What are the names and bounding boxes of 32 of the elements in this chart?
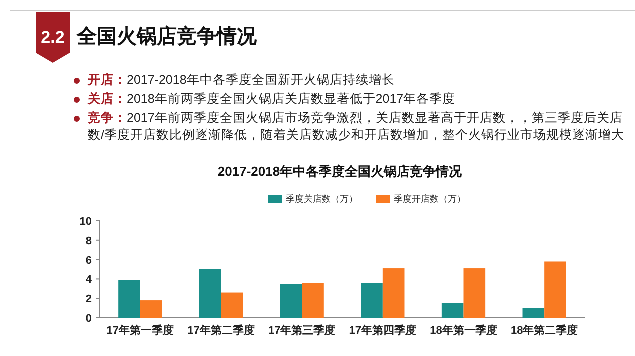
bar: [464, 268, 486, 318]
y-tick-label: 0: [86, 313, 92, 325]
y-tick-label: 2: [86, 294, 92, 306]
text: 竞争：2017年前两季度全国火锅店市场竞争激烈，关店数显著高于开店数，，第三季度后关店数/季度开店数比例逐渐降低，随着关店数减少和开店数增加，整个火锅行业市场规模逐渐增大: [88, 110, 626, 144]
text: 全国火锅店竞争情况: [76, 25, 258, 48]
bar: [361, 283, 383, 318]
text: 2.2: [41, 28, 65, 47]
bar: [522, 308, 545, 318]
legend-label: 季度开店数（万）: [394, 194, 466, 204]
x-tick-label: 17年第三季度: [268, 324, 336, 337]
bar: [302, 283, 324, 318]
bar: [382, 268, 405, 318]
bar: [221, 292, 244, 318]
y-tick-label: 8: [86, 235, 92, 248]
legend-label: 季度关店数（万）: [286, 194, 358, 204]
x-tick-label: 17年第二季度: [188, 324, 255, 337]
bar: [199, 270, 222, 318]
y-tick-label: 4: [86, 274, 93, 286]
x-tick-label: 18年第二季度: [510, 324, 578, 337]
bar: [140, 300, 162, 318]
text: 开店：2017-2018年中各季度全国新开火锅店持续增长: [88, 72, 396, 89]
bar: [544, 262, 566, 318]
chart-title: 2017-2018年中各季度全国火锅店竞争情况: [218, 164, 464, 179]
text: 关店：2018年前两季度全国火锅店关店数显著低于2017年各季度: [88, 91, 457, 108]
bar: [442, 303, 464, 318]
x-tick-label: 17年第四季度: [349, 324, 417, 337]
x-tick-label: 17年第一季度: [106, 324, 174, 337]
x-tick-label: 18年第一季度: [430, 324, 498, 337]
y-tick-label: 6: [86, 254, 92, 267]
y-tick-label: 10: [80, 216, 92, 228]
bar: [118, 280, 140, 318]
bar: [280, 284, 302, 318]
